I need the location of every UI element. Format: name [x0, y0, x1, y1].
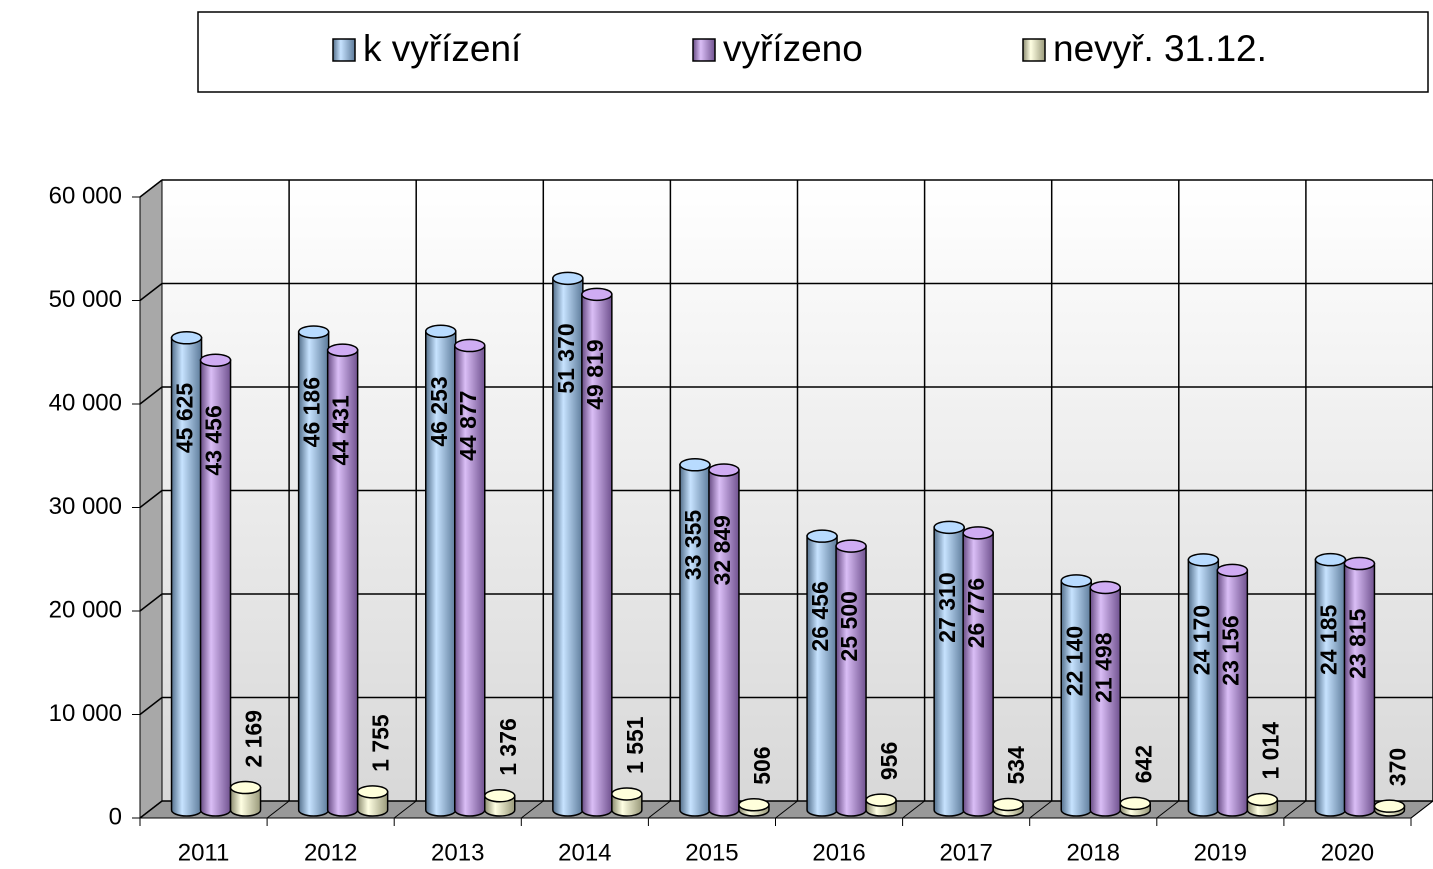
- floor-line: [393, 800, 417, 819]
- data-label: 43 456: [201, 405, 227, 475]
- data-label: 26 456: [807, 581, 833, 651]
- grid-line: [139, 386, 163, 405]
- legend-label: vyřízeno: [723, 28, 863, 69]
- data-label: 27 310: [934, 572, 960, 642]
- data-label: 25 500: [836, 591, 862, 661]
- x-tick-label: 2014: [558, 839, 611, 866]
- data-label: 956: [876, 742, 902, 780]
- cylinder: [962, 526, 994, 817]
- cylinder: [356, 785, 389, 817]
- floor-line: [266, 800, 290, 819]
- x-tick-label: 2017: [939, 839, 992, 866]
- cylinder: [1314, 552, 1347, 817]
- floor-line: [520, 800, 544, 819]
- y-tick-label: 60 000: [49, 182, 122, 209]
- x-tick-label: 2012: [304, 839, 357, 866]
- data-label: 534: [1003, 746, 1029, 785]
- cylinder: [1216, 563, 1249, 817]
- x-tick-label: 2015: [685, 839, 738, 866]
- data-label: 1 376: [495, 718, 521, 776]
- data-label: 44 877: [455, 391, 481, 461]
- data-label: 45 625: [172, 383, 198, 454]
- y-tick-label: 10 000: [49, 700, 122, 727]
- data-label: 506: [749, 746, 775, 784]
- grid-line: [139, 593, 163, 612]
- data-label: 642: [1130, 745, 1156, 783]
- y-tick-label: 50 000: [49, 286, 122, 313]
- floor-line: [139, 800, 163, 819]
- data-label: 1 014: [1257, 722, 1283, 780]
- floor-line: [902, 800, 925, 819]
- legend-swatch: [1022, 38, 1046, 62]
- y-tick-label: 40 000: [49, 389, 122, 416]
- data-label: 44 431: [328, 395, 354, 466]
- x-tick-label: 2013: [431, 839, 484, 866]
- floor-line: [648, 800, 671, 819]
- legend: [197, 11, 1429, 93]
- data-label: 49 819: [582, 339, 608, 409]
- legend-label: nevyř. 31.12.: [1053, 28, 1267, 69]
- data-label: 1 755: [368, 714, 394, 772]
- data-label: 24 170: [1188, 605, 1214, 675]
- data-label: 24 185: [1316, 604, 1342, 675]
- grid-line: [139, 696, 163, 716]
- y-tick-label: 0: [109, 803, 122, 830]
- cylinder: [992, 797, 1024, 817]
- data-label: 23 815: [1345, 608, 1371, 679]
- data-label: 32 849: [709, 515, 735, 585]
- cylinder: [1373, 799, 1406, 817]
- data-label: 26 776: [963, 578, 989, 648]
- cylinder: [1187, 553, 1220, 817]
- cylinder: [484, 789, 516, 817]
- floor-line: [775, 800, 798, 819]
- y-tick-label: 20 000: [49, 596, 122, 623]
- floor-line: [1283, 800, 1307, 819]
- cylinder: [454, 338, 486, 817]
- grid-line: [139, 489, 163, 509]
- data-label: 46 186: [299, 377, 325, 447]
- data-label: 370: [1385, 748, 1411, 786]
- data-label: 33 355: [680, 510, 706, 581]
- data-label: 46 253: [426, 376, 452, 446]
- cylinder: [611, 787, 643, 817]
- data-label: 22 140: [1061, 626, 1087, 696]
- cylinder: [1246, 792, 1279, 817]
- cylinder: [738, 798, 770, 817]
- floor-line: [1029, 800, 1053, 819]
- data-label: 51 370: [553, 323, 579, 393]
- cylinder: [806, 529, 838, 817]
- cylinder: [581, 287, 613, 817]
- data-label: 1 551: [622, 716, 648, 774]
- legend-swatch: [692, 38, 716, 62]
- x-tick-label: 2019: [1194, 839, 1247, 866]
- cylinder: [933, 520, 965, 817]
- data-label: 23 156: [1217, 615, 1243, 685]
- legend-swatch: [332, 38, 356, 62]
- floor-line: [1410, 800, 1433, 819]
- cylinder: [1343, 556, 1376, 817]
- grid-line: [139, 282, 163, 302]
- cylinder: [865, 793, 897, 817]
- x-tick-label: 2018: [1067, 839, 1120, 866]
- cylinder: [1119, 796, 1151, 817]
- cylinder: [229, 780, 262, 817]
- x-tick-label: 2011: [178, 839, 230, 866]
- legend-label: k vyřízení: [363, 28, 522, 69]
- cylinder: [835, 539, 867, 817]
- data-label: 21 498: [1090, 632, 1116, 703]
- floor-line: [1156, 800, 1180, 819]
- y-tick-label: 30 000: [49, 493, 122, 520]
- data-label: 2 169: [241, 710, 267, 768]
- grid-line: [139, 179, 163, 198]
- x-tick-label: 2020: [1321, 839, 1374, 866]
- x-tick-label: 2016: [812, 839, 865, 866]
